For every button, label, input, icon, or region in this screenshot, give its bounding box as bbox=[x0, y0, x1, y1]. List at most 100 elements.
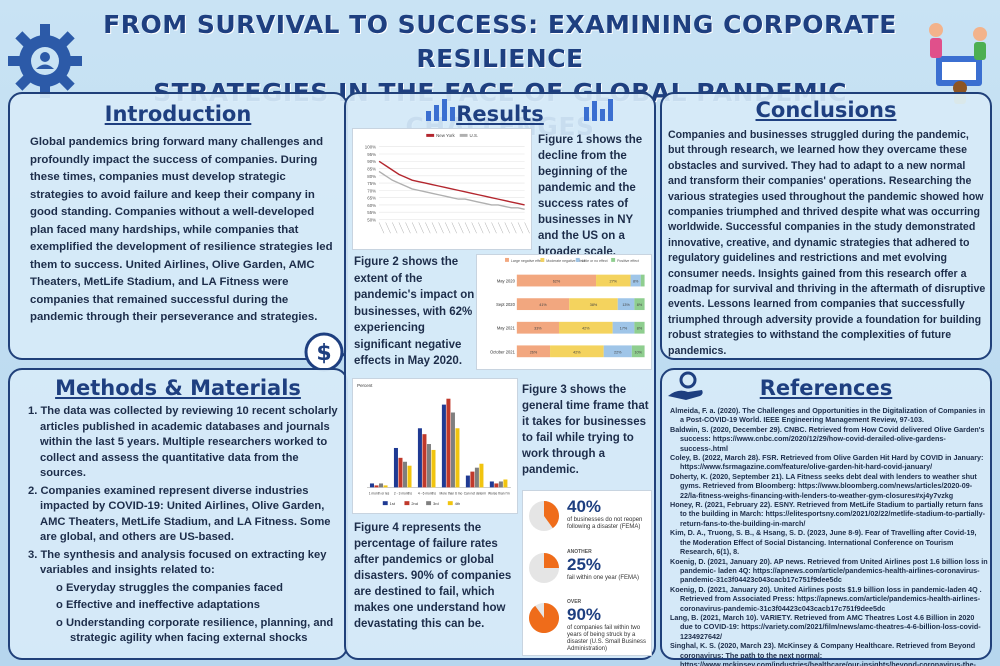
figure-1-line-chart: 100% 95% 90% 85% 80% 75% 70% 65% 60% 55% 50% New Yo… bbox=[352, 128, 532, 250]
reference-item: Lang, B. (2021, March 10). VARIETY. Retr… bbox=[670, 612, 981, 641]
x-tick-mark bbox=[444, 222, 451, 234]
bar bbox=[407, 465, 412, 488]
bar-segment bbox=[612, 321, 635, 334]
y-tick-label: 50% bbox=[367, 217, 376, 222]
methods-item: 2. Companies examined represent diverse … bbox=[28, 484, 331, 544]
introduction-text: Global pandemics bring forward many chal… bbox=[30, 136, 333, 323]
x-tick-mark bbox=[511, 222, 517, 234]
bar-segment bbox=[634, 321, 645, 334]
figure-1-caption: Figure 1 shows the decline from the begi… bbox=[538, 134, 643, 258]
stat-text: fail within one year (FEMA) bbox=[567, 575, 640, 581]
stat-value: 90% bbox=[567, 605, 602, 624]
stat-text: of companies fail within two years of be… bbox=[567, 625, 647, 652]
bar-segment bbox=[569, 298, 618, 311]
bar-chart-icon bbox=[426, 99, 455, 121]
x-tick-mark bbox=[392, 222, 398, 234]
stat-value: 25% bbox=[567, 555, 602, 574]
category-label: Sept 2020 bbox=[496, 302, 515, 307]
pie-slice bbox=[544, 553, 559, 568]
legend-swatch bbox=[505, 257, 509, 262]
bar-segment bbox=[640, 274, 645, 287]
reference-item: Koenig, D. (2021, January 20). United Ai… bbox=[670, 584, 982, 613]
reference-item: Coley, B. (2022, March 28). FSR. Retriev… bbox=[670, 453, 984, 472]
category-label: Worse than I'm bbox=[488, 491, 510, 495]
reference-item: Kim, D. A., Truong, S. B., & Hsang, S. D… bbox=[670, 528, 977, 557]
conclusions-text: Companies and businesses struggled durin… bbox=[668, 129, 986, 357]
introduction-panel: Introduction Global pandemics bring forw… bbox=[8, 92, 348, 360]
reference-item: Koenig, D. (2021, January 20). AP news. … bbox=[670, 556, 988, 585]
x-tick-mark bbox=[471, 222, 477, 234]
x-tick-mark bbox=[491, 222, 497, 234]
bar bbox=[494, 483, 499, 488]
x-tick-mark bbox=[385, 222, 391, 234]
y-axis-label: Percent bbox=[357, 383, 373, 388]
references-panel: References Almeida, F. a. (2020). The Ch… bbox=[660, 368, 992, 666]
y-tick-label: 100% bbox=[365, 145, 376, 150]
bar bbox=[402, 461, 408, 488]
methods-list: 1. The data was collected by reviewing 1… bbox=[28, 404, 346, 649]
legend-label: 1st bbox=[390, 501, 396, 506]
reference-item: Baldwin, S. (2020, December 29). CNBC. R… bbox=[670, 424, 985, 453]
bar-segment bbox=[617, 298, 635, 311]
bar-value-label: 62% bbox=[553, 280, 561, 284]
bar bbox=[398, 457, 403, 488]
reference-item: Singhal, K. S. (2020, March 23). McKinse… bbox=[670, 641, 976, 666]
stat-row: ANOTHER 25% fail within one year (FEMA) bbox=[523, 549, 651, 585]
pie-slice bbox=[529, 603, 559, 633]
bar-value-label: 33% bbox=[534, 327, 542, 331]
bar bbox=[474, 467, 479, 488]
bar bbox=[455, 428, 460, 488]
bar-value-label: 8% bbox=[633, 280, 639, 284]
legend-swatch bbox=[540, 257, 545, 262]
y-tick-label: 75% bbox=[367, 181, 376, 186]
bar bbox=[431, 449, 436, 488]
bar bbox=[489, 481, 494, 488]
references-heading: References bbox=[759, 376, 893, 400]
team-illustration-icon bbox=[929, 23, 987, 104]
x-tick-mark bbox=[431, 222, 438, 234]
methods-subitem: o Everyday struggles the companies faced bbox=[56, 581, 283, 594]
bar-value-label: 8% bbox=[637, 303, 643, 307]
pie-25-icon bbox=[529, 553, 559, 583]
bar-value-label: 22% bbox=[614, 350, 622, 354]
bar-value-label: 26% bbox=[530, 350, 538, 354]
reference-item: Doherty, K. (2020, September 21). LA Fit… bbox=[670, 471, 977, 500]
x-tick-mark bbox=[478, 222, 484, 234]
bar bbox=[417, 428, 422, 488]
legend-swatch bbox=[611, 257, 616, 262]
gear-icon bbox=[8, 24, 82, 98]
bar bbox=[393, 447, 398, 488]
y-tick-label: 90% bbox=[367, 159, 376, 164]
y-tick-label: 70% bbox=[367, 188, 376, 193]
legend-swatch bbox=[404, 501, 410, 506]
conclusions-panel: Conclusions Companies and businesses str… bbox=[660, 92, 992, 360]
methods-heading: Methods & Materials bbox=[55, 376, 301, 400]
bar-segment bbox=[516, 321, 559, 334]
methods-item: 1. The data was collected by reviewing 1… bbox=[28, 405, 338, 479]
results-heading: Results bbox=[456, 102, 544, 126]
methods-subitem: o Effective and ineffective adaptations bbox=[56, 599, 260, 611]
category-label: 4 - 6 months bbox=[418, 491, 436, 495]
figure-4-caption: Figure 4 represents the percentage of fa… bbox=[354, 522, 512, 630]
stat-label: ANOTHER bbox=[567, 549, 592, 555]
category-label: May 2020 bbox=[497, 279, 516, 284]
svg-text:$: $ bbox=[316, 341, 331, 366]
bar bbox=[446, 398, 451, 488]
references-list: Almeida, F. a. (2020). The Challenges an… bbox=[670, 406, 988, 666]
bar-value-label: 27% bbox=[610, 280, 618, 284]
legend-label: 4th bbox=[455, 501, 460, 506]
bar-segment bbox=[516, 298, 570, 311]
series-line-new-york bbox=[378, 160, 525, 206]
x-tick-mark bbox=[504, 222, 510, 234]
x-tick-mark bbox=[517, 222, 524, 234]
x-tick-mark bbox=[418, 222, 424, 234]
legend-swatch bbox=[575, 257, 580, 262]
bar-segment bbox=[550, 345, 604, 358]
bar bbox=[441, 404, 446, 488]
bar-segment bbox=[558, 321, 613, 334]
bar-value-label: 13% bbox=[622, 303, 630, 307]
legend-label: U.S. bbox=[470, 133, 479, 138]
bar-value-label: 17% bbox=[620, 327, 628, 331]
bar-segment bbox=[603, 345, 632, 358]
bar bbox=[369, 483, 374, 488]
